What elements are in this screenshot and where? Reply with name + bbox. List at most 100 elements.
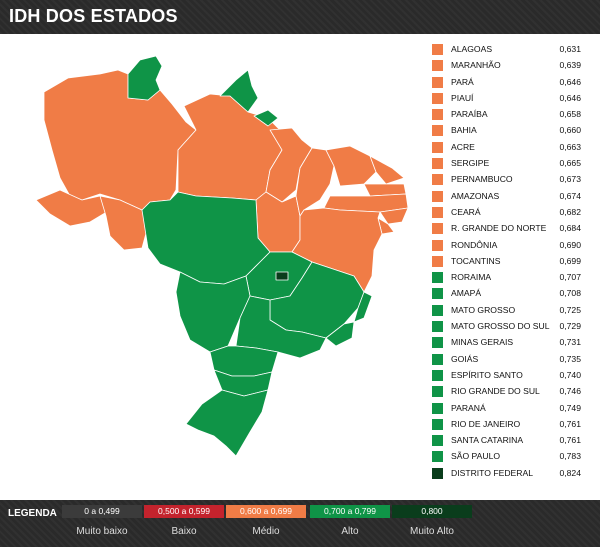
legend-class-medio: 0,600 a 0,699 Médio xyxy=(226,505,306,537)
state-name: DISTRITO FEDERAL xyxy=(451,467,533,478)
legend-title: LEGENDA xyxy=(8,508,57,519)
legend-label: Baixo xyxy=(171,526,197,537)
state-name: PARÁ xyxy=(451,76,474,87)
color-swatch xyxy=(432,223,443,235)
color-swatch xyxy=(432,190,443,202)
state-roraima[interactable] xyxy=(127,55,163,101)
legend-range: 0,700 a 0,799 xyxy=(310,505,390,518)
state-name: MINAS GERAIS xyxy=(451,337,514,348)
state-name: SANTA CATARINA xyxy=(451,435,524,446)
state-name: MATO GROSSO xyxy=(451,304,516,315)
color-swatch xyxy=(432,109,443,121)
color-swatch xyxy=(432,141,443,153)
color-swatch xyxy=(432,451,443,463)
state-idh-value: 0,639 xyxy=(559,60,581,71)
state-parana[interactable] xyxy=(209,345,279,377)
color-swatch xyxy=(432,386,443,398)
state-idh-value: 0,658 xyxy=(559,109,581,120)
list-item: RIO DE JANEIRO 0,761 xyxy=(430,417,595,433)
color-swatch xyxy=(432,402,443,414)
list-item: SÃO PAULO 0,783 xyxy=(430,449,595,465)
list-item: GOIÁS 0,735 xyxy=(430,352,595,368)
state-para[interactable] xyxy=(177,93,283,201)
list-item: RONDÔNIA 0,690 xyxy=(430,238,595,254)
color-swatch xyxy=(432,353,443,365)
color-swatch xyxy=(432,418,443,430)
state-idh-value: 0,690 xyxy=(559,239,581,250)
list-item: PARANÁ 0,749 xyxy=(430,401,595,417)
state-idh-value: 0,682 xyxy=(559,206,581,217)
state-name: SÃO PAULO xyxy=(451,451,501,462)
state-amapa[interactable] xyxy=(219,69,259,113)
map-area xyxy=(0,34,420,494)
color-swatch xyxy=(432,206,443,218)
state-idh-value: 0,824 xyxy=(559,467,581,478)
state-ranking-list: ALAGOAS 0,631 MARANHÃO 0,639 PARÁ 0,646 PIAUÍ 0… xyxy=(430,42,595,482)
state-name: RONDÔNIA xyxy=(451,239,498,250)
state-idh-value: 0,761 xyxy=(559,435,581,446)
state-idh-value: 0,646 xyxy=(559,76,581,87)
list-item: TOCANTINS 0,699 xyxy=(430,254,595,270)
state-name: AMAZONAS xyxy=(451,190,500,201)
state-alagoas[interactable] xyxy=(379,207,409,225)
state-idh-value: 0,631 xyxy=(559,44,581,54)
legend-class-muito-alto: 0,800 Muito Alto xyxy=(392,505,472,537)
color-swatch xyxy=(432,92,443,104)
state-idh-value: 0,673 xyxy=(559,174,581,185)
state-ceara[interactable] xyxy=(325,145,377,187)
legend-class-alto: 0,700 a 0,799 Alto xyxy=(310,505,390,537)
state-name: BAHIA xyxy=(451,125,477,136)
state-amapa-island[interactable] xyxy=(253,109,279,127)
state-name: MARANHÃO xyxy=(451,60,501,71)
state-name: R. GRANDE DO NORTE xyxy=(451,223,547,234)
list-item: MARANHÃO 0,639 xyxy=(430,58,595,74)
state-idh-value: 0,783 xyxy=(559,451,581,462)
state-idh-value: 0,729 xyxy=(559,321,581,332)
color-swatch xyxy=(432,288,443,300)
color-swatch xyxy=(432,76,443,88)
state-name: PARAÍBA xyxy=(451,109,488,120)
list-item: PARAÍBA 0,658 xyxy=(430,107,595,123)
color-swatch xyxy=(432,239,443,251)
legend-label: Muito baixo xyxy=(76,526,128,537)
state-amazonas[interactable] xyxy=(43,69,197,211)
state-name: PIAUÍ xyxy=(451,92,474,103)
state-idh-value: 0,699 xyxy=(559,255,581,266)
state-rio-grande-do-sul[interactable] xyxy=(185,389,269,457)
list-item: ALAGOAS 0,631 xyxy=(430,42,595,58)
list-item: R. GRANDE DO NORTE 0,684 xyxy=(430,221,595,237)
list-item: RIO GRANDE DO SUL 0,746 xyxy=(430,384,595,400)
state-distrito-federal[interactable] xyxy=(275,271,289,281)
color-swatch xyxy=(432,435,443,447)
state-maranhao[interactable] xyxy=(265,127,313,203)
state-idh-value: 0,660 xyxy=(559,125,581,136)
list-item: PIAUÍ 0,646 xyxy=(430,91,595,107)
state-rio-de-janeiro[interactable] xyxy=(325,321,355,347)
list-item: SERGIPE 0,665 xyxy=(430,156,595,172)
state-name: PERNAMBUCO xyxy=(451,174,513,185)
state-mato-grosso-do-sul[interactable] xyxy=(175,271,251,353)
state-name: RIO GRANDE DO SUL xyxy=(451,386,540,397)
state-mato-grosso[interactable] xyxy=(141,191,271,285)
state-idh-value: 0,725 xyxy=(559,304,581,315)
state-name: GOIÁS xyxy=(451,353,479,364)
state-paraiba[interactable] xyxy=(363,183,407,197)
state-idh-value: 0,731 xyxy=(559,337,581,348)
state-name: RORAIMA xyxy=(451,272,492,283)
color-swatch xyxy=(432,255,443,267)
state-name: MATO GROSSO DO SUL xyxy=(451,321,550,332)
state-idh-value: 0,761 xyxy=(559,418,581,429)
state-name: RIO DE JANEIRO xyxy=(451,418,521,429)
state-idh-value: 0,684 xyxy=(559,223,581,234)
state-rondonia[interactable] xyxy=(99,195,149,251)
legend-label: Alto xyxy=(341,526,359,537)
state-name: ESPÍRITO SANTO xyxy=(451,369,523,380)
list-item: SANTA CATARINA 0,761 xyxy=(430,433,595,449)
list-item: MATO GROSSO DO SUL 0,729 xyxy=(430,319,595,335)
state-idh-value: 0,749 xyxy=(559,402,581,413)
state-rn[interactable] xyxy=(369,155,405,185)
legend-class-muito-baixo: 0 a 0,499 Muito baixo xyxy=(62,505,142,537)
legend-range: 0 a 0,499 xyxy=(62,505,142,518)
state-espirito-santo[interactable] xyxy=(353,291,373,323)
page-title: IDH DOS ESTADOS xyxy=(9,6,178,26)
